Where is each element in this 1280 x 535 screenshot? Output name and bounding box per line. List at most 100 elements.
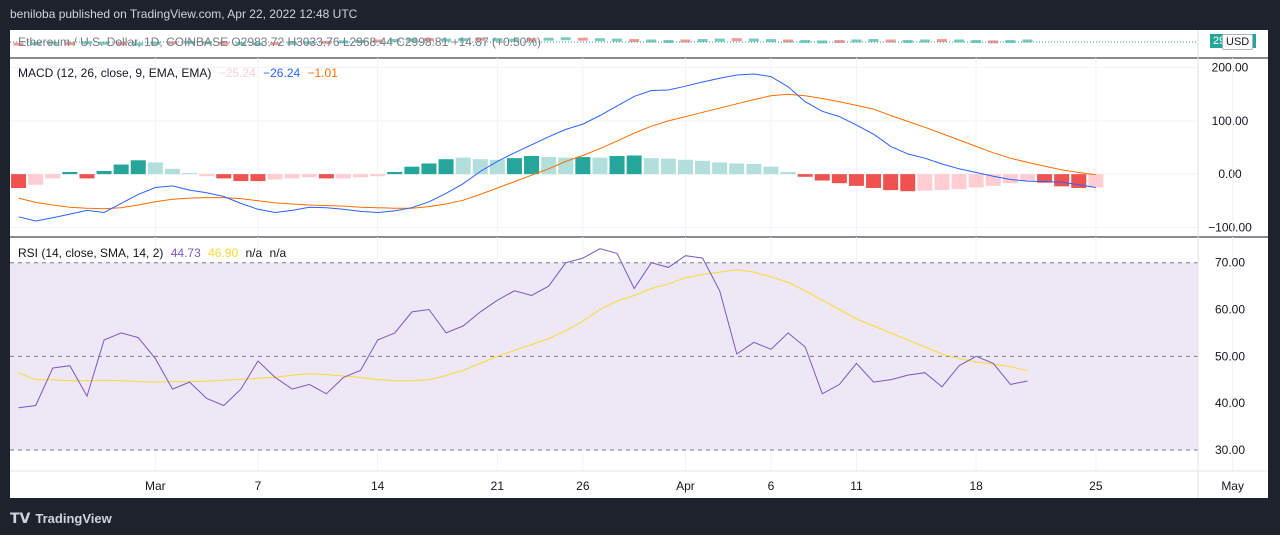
rsi-legend: RSI (14, close, SMA, 14, 2) 44.73 46.90 …	[18, 246, 290, 260]
chart-svg[interactable]: 200.00 100.00 0.00 −100.00 70.00 60.00 50.00 40…	[10, 30, 1268, 498]
macd-histogram-bar	[643, 158, 659, 175]
macd-histogram-bar	[318, 174, 334, 179]
price-candle	[697, 39, 708, 43]
tradingview-logo-icon: 𝗧𝗩	[10, 510, 31, 526]
macd-histogram-bar	[438, 159, 454, 175]
price-candle	[800, 39, 811, 43]
macd-histogram-bar	[1088, 174, 1104, 188]
price-candle	[919, 39, 930, 43]
macd-y-tick-label: 0.00	[1218, 167, 1242, 181]
price-candle	[868, 39, 879, 43]
footer-brand: TradingView	[35, 511, 112, 526]
price-candle	[971, 39, 982, 43]
macd-histogram-bar	[695, 160, 711, 175]
macd-histogram-bar	[985, 174, 1001, 186]
price-candle	[765, 39, 776, 43]
rsi-y-tick-label: 30.00	[1215, 443, 1245, 457]
price-candle	[783, 39, 794, 43]
price-candle	[304, 41, 315, 45]
time-axis-label: May	[1221, 479, 1244, 493]
macd-histogram-bar	[1037, 174, 1053, 183]
macd-histogram-bar	[1054, 174, 1070, 187]
price-candle	[99, 41, 110, 45]
macd-histogram-bar	[284, 174, 300, 179]
time-axis-label: 25	[1089, 479, 1103, 493]
price-candle	[714, 38, 725, 42]
price-candle	[321, 40, 332, 44]
time-axis-label: 6	[768, 479, 775, 493]
macd-histogram-bar	[712, 162, 728, 175]
price-candle	[133, 42, 144, 46]
time-axis-label: 11	[850, 479, 863, 493]
rsi-ma-line	[18, 269, 1028, 383]
macd-histogram-bar	[746, 164, 762, 175]
price-candle	[834, 39, 845, 43]
rsi-y-tick-label: 40.00	[1215, 396, 1245, 410]
rsi-legend-bb-upper: n/a	[245, 246, 263, 260]
price-candle	[988, 40, 999, 44]
time-axis-label: 7	[255, 479, 262, 493]
macd-histogram-bar	[96, 170, 112, 175]
price-candle	[81, 41, 92, 45]
macd-histogram-bar	[28, 174, 44, 185]
time-axis-label: 18	[969, 479, 983, 493]
price-candle	[680, 39, 691, 43]
macd-histogram-bar	[592, 157, 608, 175]
macd-histogram-bar	[1019, 174, 1035, 181]
macd-signal-line	[18, 93, 1096, 210]
price-candle	[1022, 39, 1033, 43]
price-candle	[885, 39, 896, 43]
macd-histogram-bar	[866, 174, 882, 188]
macd-histogram-bar	[524, 156, 540, 175]
time-axis-label: 14	[371, 479, 385, 493]
macd-histogram-bar	[575, 157, 591, 175]
macd-histogram-bar	[558, 157, 574, 175]
macd-histogram-bar	[660, 158, 676, 175]
macd-y-tick-label: 200.00	[1212, 61, 1249, 75]
price-candle	[30, 42, 41, 46]
currency-button[interactable]: USD	[1222, 34, 1254, 50]
macd-histogram-bar	[113, 164, 129, 175]
macd-histogram-bar	[130, 160, 146, 175]
price-candle	[355, 39, 366, 43]
macd-histogram-bar	[370, 174, 386, 177]
price-candle	[287, 41, 298, 45]
macd-histogram-bar	[609, 156, 625, 175]
macd-histogram-bar	[900, 174, 916, 192]
macd-histogram-bar	[951, 174, 967, 190]
publisher-header: beniloba published on TradingView.com, A…	[10, 7, 358, 21]
rsi-legend-ma: 46.90	[208, 246, 239, 260]
macd-histogram-bar	[11, 174, 27, 188]
price-candle	[47, 41, 58, 45]
price-candle	[167, 41, 178, 45]
macd-histogram-bar	[1002, 174, 1018, 184]
price-candle	[64, 42, 75, 46]
macd-histogram-bar	[848, 174, 864, 186]
rsi-y-tick-label: 60.00	[1215, 303, 1245, 317]
price-candle	[406, 38, 417, 42]
rsi-legend-bb-lower: n/a	[269, 246, 287, 260]
time-axis-label: 21	[491, 479, 505, 493]
macd-histogram-bar	[797, 174, 813, 177]
macd-histogram-bar	[729, 163, 745, 175]
rsi-y-tick-label: 50.00	[1215, 349, 1245, 363]
macd-histogram-bar	[814, 174, 830, 181]
macd-y-tick-label: −100.00	[1208, 220, 1252, 234]
macd-histogram-bar	[45, 174, 61, 179]
macd-histogram-bar	[387, 172, 403, 175]
macd-histogram-bar	[968, 174, 984, 188]
price-candle	[13, 42, 24, 46]
macd-histogram-bar	[455, 157, 471, 175]
price-candle	[423, 38, 434, 42]
macd-histogram-bar	[250, 174, 266, 182]
rsi-legend-value: 44.73	[170, 246, 201, 260]
macd-histogram-bar	[147, 162, 163, 175]
price-candle	[270, 42, 281, 46]
price-candle	[150, 41, 161, 45]
price-candle	[201, 41, 212, 45]
price-legend-text: Ethereum / U.S. Dollar, 1D, COINBASE O29…	[18, 35, 541, 49]
chart-panel[interactable]: 200.00 100.00 0.00 −100.00 70.00 60.00 50.00 40…	[10, 30, 1268, 498]
price-legend: Ethereum / U.S. Dollar, 1D, COINBASE O29…	[18, 35, 545, 49]
macd-histogram-bar	[917, 174, 933, 191]
footer: 𝗧𝗩 TradingView	[10, 510, 112, 527]
